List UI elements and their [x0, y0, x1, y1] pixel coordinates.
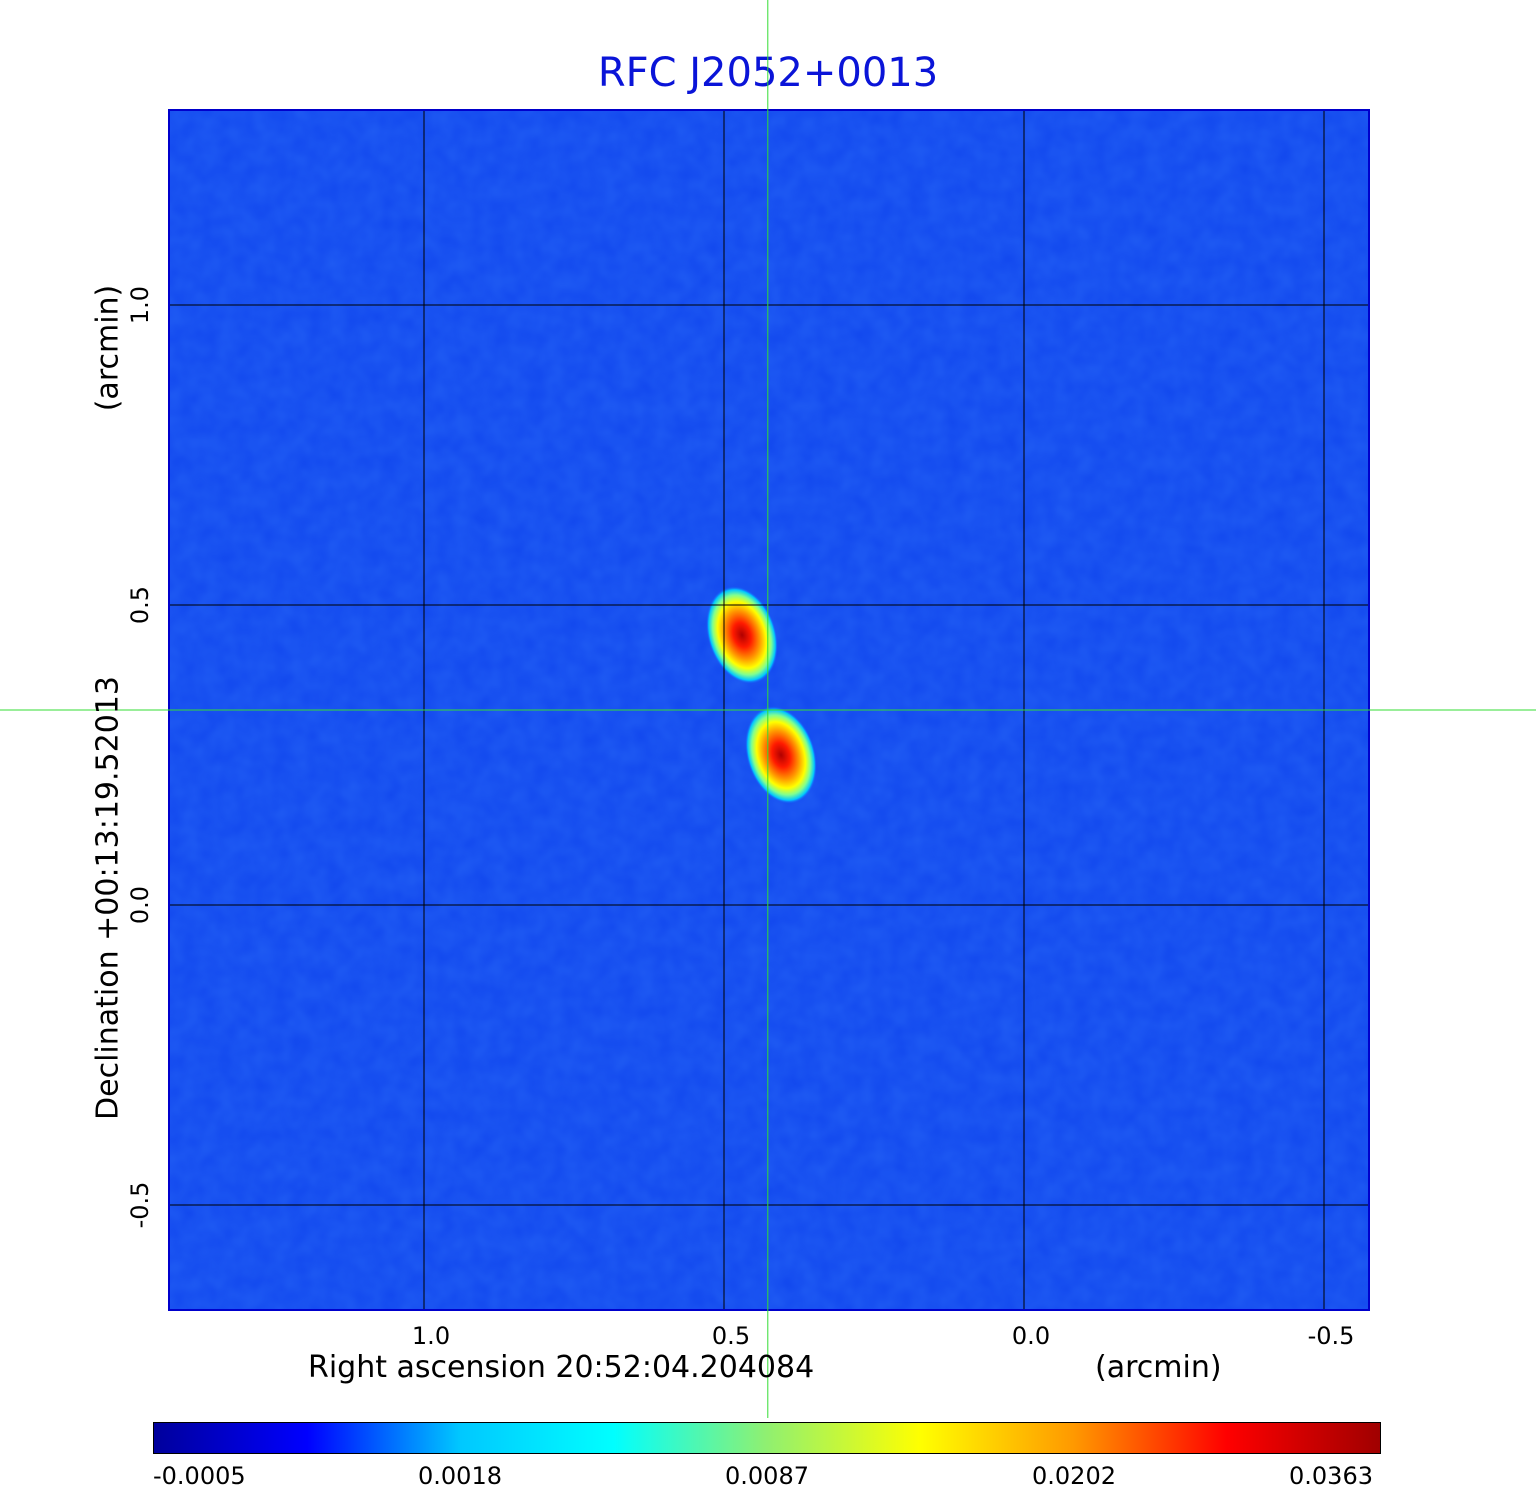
heatmap-plot	[0, 0, 1536, 1418]
colorbar-tick-label: 0.0363	[1289, 1462, 1373, 1490]
y-tick-label: 0.5	[126, 585, 154, 625]
x-axis-unit: (arcmin)	[1095, 1350, 1222, 1385]
x-tick-label: 1.0	[411, 1322, 451, 1350]
colorbar-tick-label: 0.0087	[725, 1462, 809, 1490]
crosshair	[0, 0, 1536, 1418]
x-tick-label: -0.5	[1307, 1322, 1355, 1350]
x-axis-label: Right ascension 20:52:04.204084	[308, 1350, 815, 1385]
y-tick-label: -0.5	[126, 1181, 154, 1229]
y-axis-unit: (arcmin)	[90, 284, 126, 412]
y-tick-label: 0.0	[126, 885, 154, 925]
y-tick-label: 1.0	[126, 285, 154, 325]
colorbar-tick-label: 0.0202	[1032, 1462, 1116, 1490]
x-tick-label: 0.5	[711, 1322, 751, 1350]
source-component-1	[745, 706, 817, 804]
y-axis-label: Declination +00:13:19.52013	[90, 676, 126, 1120]
colorbar	[153, 1422, 1381, 1454]
colorbar-tick-label: -0.0005	[153, 1462, 246, 1490]
x-tick-label: 0.0	[1011, 1322, 1051, 1350]
colorbar-tick-label: 0.0018	[418, 1462, 502, 1490]
